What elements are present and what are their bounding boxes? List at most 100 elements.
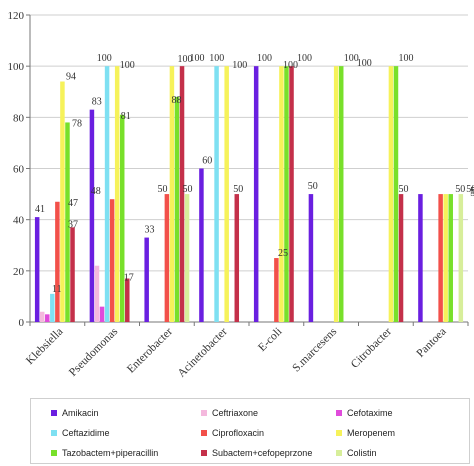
bar — [418, 194, 423, 322]
bars — [34, 66, 464, 323]
x-tick-label: E-coli — [256, 326, 284, 354]
legend-swatch — [201, 450, 207, 456]
data-label: 25 — [278, 248, 288, 259]
legend-item: Colistin — [336, 448, 377, 458]
x-tick-label: Enterobacter — [125, 326, 175, 376]
y-tick-label: 0 — [19, 317, 25, 329]
legend-item: Cefotaxime — [336, 408, 393, 418]
bar — [89, 109, 95, 323]
legend-label: Tazobactem+piperacillin — [62, 448, 159, 458]
legend-item: Ciprofloxacin — [201, 428, 264, 438]
legend-item: Tazobactem+piperacillin — [51, 448, 158, 458]
bar — [338, 66, 344, 323]
data-label: 41 — [35, 204, 45, 215]
bar — [114, 66, 120, 323]
bar — [448, 194, 453, 322]
legend-label: Ceftazidime — [62, 428, 110, 438]
bar — [289, 66, 294, 323]
data-label: 100 — [190, 53, 205, 64]
data-label: 100 — [120, 60, 135, 71]
legend-label: Ciprofloxacin — [212, 428, 265, 438]
data-label: 100 — [97, 53, 112, 64]
y-tick-label: 60 — [13, 164, 25, 176]
legend-swatch — [201, 410, 207, 416]
bar — [70, 227, 75, 322]
data-label: 100 — [232, 60, 247, 71]
legend: Amikacin Ceftriaxone Cefotaxime Ceftazidime… — [30, 398, 470, 464]
bar — [119, 114, 125, 323]
data-label: 100 — [283, 60, 298, 71]
legend-label: Meropenem — [347, 428, 396, 438]
legend-label: Ceftriaxone — [212, 408, 259, 418]
bar — [39, 311, 45, 322]
bar — [458, 194, 464, 322]
legend-label: Amikacin — [62, 408, 99, 418]
legend-label: Cefotaxime — [347, 408, 393, 418]
bar — [169, 66, 175, 323]
bar — [55, 201, 60, 322]
y-tick-label: 120 — [8, 10, 25, 22]
bar — [60, 81, 65, 323]
data-label: 94 — [66, 72, 76, 83]
bar — [234, 194, 240, 322]
data-label: 78 — [72, 118, 82, 129]
data-label: 50 — [455, 184, 465, 195]
bar — [393, 66, 399, 323]
legend-item: Subactem+cefopeprzone — [201, 448, 312, 458]
bar — [174, 96, 180, 322]
data-label: 37 — [68, 219, 78, 230]
bar — [34, 217, 40, 322]
bar — [104, 66, 110, 323]
bar — [438, 194, 443, 322]
x-tick-label: Pseudomonas — [67, 325, 121, 379]
data-label: 50 — [470, 188, 474, 199]
data-label: 50 — [466, 184, 474, 195]
legend-label: Subactem+cefopeprzone — [212, 448, 313, 458]
bar — [224, 66, 229, 323]
x-tick-label: Klebsiella — [24, 326, 65, 367]
bar — [214, 66, 219, 323]
data-label: 100 — [357, 58, 372, 69]
data-label: 50 — [470, 186, 474, 197]
legend-swatch — [336, 430, 342, 436]
bar — [109, 199, 115, 322]
data-label: 100 — [209, 53, 224, 64]
bar — [253, 66, 259, 323]
legend-swatch — [336, 450, 342, 456]
y-tick-label: 40 — [13, 215, 25, 227]
bar-chart: 0 20 40 60 80 100 120 Klebsiella Pseudomonas Ent… — [8, 10, 474, 380]
bar — [164, 194, 170, 322]
data-label: 50 — [233, 184, 243, 195]
bar — [274, 258, 279, 322]
legend-label: Colistin — [347, 448, 377, 458]
legend-swatch — [51, 410, 57, 416]
bar — [179, 66, 185, 323]
data-label: 100 — [297, 53, 312, 64]
data-label: 50 — [183, 184, 193, 195]
data-label: 88 — [172, 95, 182, 106]
y-tick-label: 20 — [13, 266, 25, 278]
bar — [443, 194, 448, 322]
legend-swatch — [51, 450, 57, 456]
x-tick-label: S.marcesens — [290, 325, 339, 374]
data-label: 100 — [257, 53, 272, 64]
bar — [308, 194, 314, 322]
data-label: 100 — [178, 54, 193, 65]
legend-item: Amikacin — [51, 408, 99, 418]
data-label: 83 — [92, 97, 102, 108]
y-tick-label: 100 — [8, 61, 25, 73]
legend-item: Ceftazidime — [51, 428, 110, 438]
bar — [99, 306, 105, 322]
data-label: 50 — [399, 184, 409, 195]
data-label: 48 — [91, 186, 101, 197]
bar — [50, 293, 55, 322]
data-label: 81 — [121, 111, 131, 122]
bar — [94, 265, 100, 322]
data-label: 100 — [399, 53, 414, 64]
bar — [184, 194, 190, 322]
x-tick-label: Pantoea — [415, 326, 449, 360]
data-label: 50 — [308, 181, 318, 192]
x-axis: Klebsiella Pseudomonas Enterobacter Acineto… — [24, 321, 469, 380]
legend-item: Ceftriaxone — [201, 408, 258, 418]
